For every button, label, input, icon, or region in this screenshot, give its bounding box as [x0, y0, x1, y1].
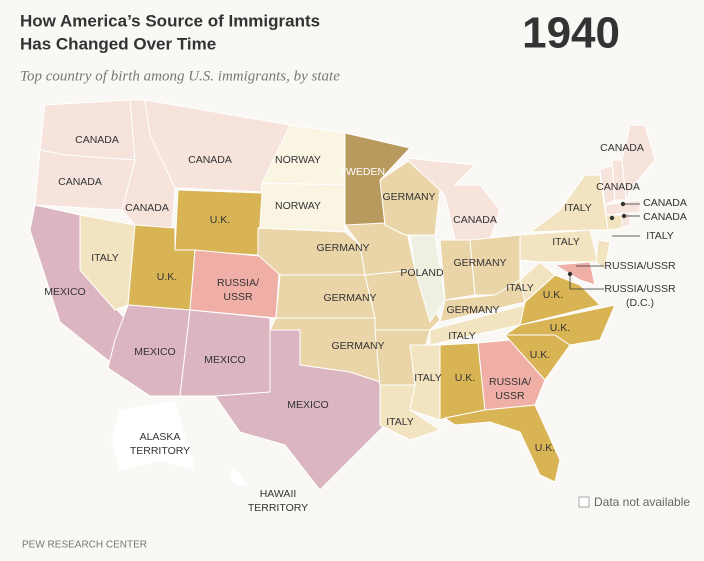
state-label: NORWAY — [275, 200, 321, 212]
state-label: ITALY — [448, 330, 476, 342]
state-label: ITALY — [414, 372, 442, 384]
states — [29, 99, 656, 491]
state — [409, 234, 446, 323]
state-label: RUSSIA/USSR — [604, 260, 676, 272]
state-label: CANADA — [453, 214, 497, 226]
state-label: (D.C.) — [626, 297, 654, 309]
state — [409, 344, 441, 421]
state-label: U.K. — [530, 349, 550, 361]
state-label: U.K. — [455, 372, 475, 384]
legend-label: Data not available — [594, 495, 690, 509]
state-label: GERMANY — [382, 191, 435, 203]
state-label: ITALY — [552, 236, 580, 248]
state-label: ALASKA — [140, 431, 181, 443]
state-label: U.K. — [550, 322, 570, 334]
state-label: U.K. — [543, 289, 563, 301]
state — [621, 124, 656, 201]
state-label: USSR — [223, 291, 253, 303]
year: 1940 — [522, 9, 620, 58]
state — [439, 239, 476, 301]
state — [404, 157, 501, 241]
state-label: CANADA — [188, 154, 232, 166]
state-label: POLAND — [400, 267, 444, 279]
state-label: ITALY — [386, 416, 414, 428]
legend-swatch — [578, 496, 590, 508]
state — [144, 99, 291, 193]
state-label: NORWAY — [275, 154, 321, 166]
state-label: GERMANY — [331, 340, 384, 352]
state-label: USSR — [495, 390, 525, 402]
state-label: ITALY — [506, 282, 534, 294]
state-label: TERRITORY — [248, 502, 308, 514]
state-label: CANADA — [125, 202, 169, 214]
state-label: RUSSIA/ — [489, 376, 531, 388]
state-label: SWEDEN — [339, 166, 385, 178]
state-label: CANADA — [643, 211, 687, 223]
state-label: U.K. — [157, 271, 177, 283]
state-label: TERRITORY — [130, 445, 190, 457]
title-line: Has Changed Over Time — [20, 34, 216, 53]
state-label: U.K. — [535, 442, 555, 454]
state-label: MEXICO — [204, 354, 245, 366]
state — [79, 214, 136, 311]
state-label: RUSSIA/ — [217, 277, 259, 289]
state-label: GERMANY — [316, 242, 369, 254]
state-label: CANADA — [600, 142, 644, 154]
subtitle: Top country of birth among U.S. immigran… — [20, 68, 340, 84]
state-label: CANADA — [58, 176, 102, 188]
state-label: GERMANY — [446, 304, 499, 316]
state-label: CANADA — [75, 134, 119, 146]
state — [179, 309, 271, 397]
state-label: ITALY — [91, 252, 119, 264]
state — [477, 339, 546, 411]
state-label: GERMANY — [453, 257, 506, 269]
title-line: How America’s Source of Immigrants — [20, 11, 320, 30]
state-label: CANADA — [596, 181, 640, 193]
callouts — [567, 201, 640, 290]
state-label: RUSSIA/USSR — [604, 283, 676, 295]
state-label: ITALY — [564, 202, 592, 214]
state-label: ITALY — [646, 230, 674, 242]
state — [529, 174, 609, 233]
state — [595, 239, 611, 271]
state-label: HAWAII — [260, 488, 297, 500]
state — [39, 99, 136, 161]
state — [444, 404, 561, 483]
state-label: MEXICO — [134, 346, 175, 358]
state-label: MEXICO — [287, 399, 328, 411]
state-label: U.K. — [210, 214, 230, 226]
source: PEW RESEARCH CENTER — [22, 540, 147, 551]
state-label: CANADA — [643, 197, 687, 209]
state — [229, 469, 247, 487]
state — [504, 304, 616, 346]
state — [519, 261, 556, 303]
state-label: MEXICO — [44, 286, 85, 298]
state-label: GERMANY — [323, 292, 376, 304]
state — [111, 401, 196, 471]
